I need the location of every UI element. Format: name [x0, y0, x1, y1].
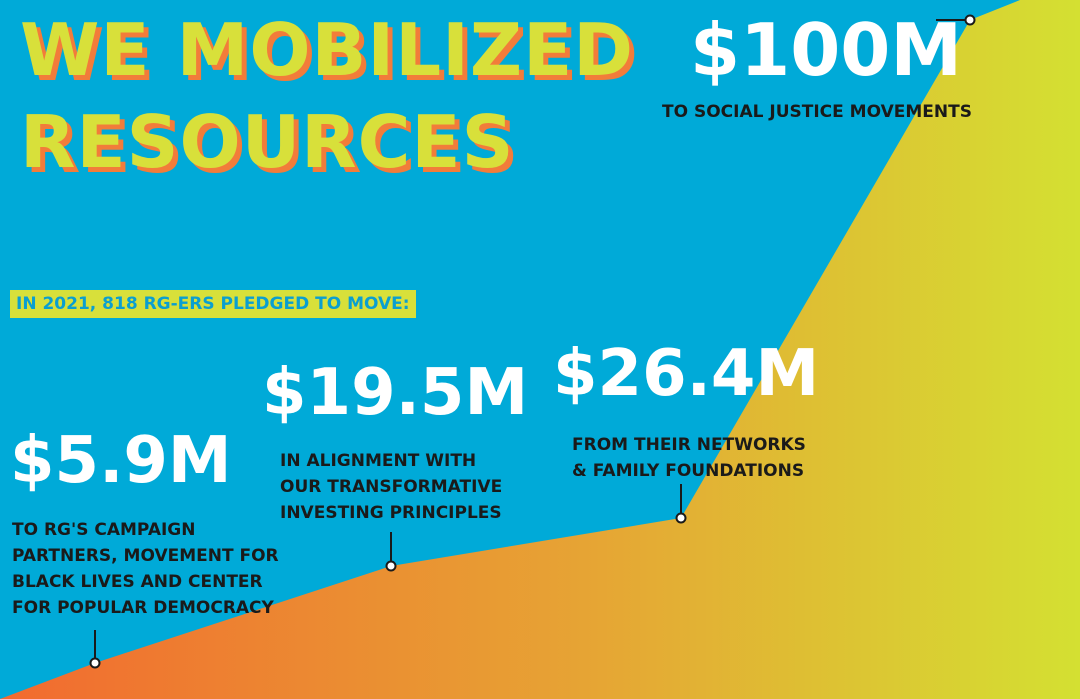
desc-19-5m-line-1: IN ALIGNMENT WITH — [280, 451, 477, 471]
desc-19-5m: IN ALIGNMENT WITH OUR TRANSFORMATIVE INV… — [280, 448, 502, 526]
desc-26-4m: FROM THEIR NETWORKS & FAMILY FOUNDATIONS — [572, 432, 806, 484]
amount-5-9m: $5.9M — [10, 424, 232, 498]
desc-5-9m-line-4: FOR POPULAR DEMOCRACY — [12, 598, 274, 618]
desc-26-4m-line-1: FROM THEIR NETWORKS — [572, 435, 806, 455]
desc-5-9m: TO RG'S CAMPAIGN PARTNERS, MOVEMENT FOR … — [12, 517, 279, 621]
desc-26-4m-line-2: & FAMILY FOUNDATIONS — [572, 461, 805, 481]
desc-19-5m-line-2: OUR TRANSFORMATIVE — [280, 477, 503, 497]
desc-19-5m-line-3: INVESTING PRINCIPLES — [280, 503, 502, 523]
title-line-1: WE MOBILIZED — [20, 8, 635, 92]
amount-26-4m: $26.4M — [553, 337, 820, 411]
desc-100m-line-1: TO SOCIAL JUSTICE MOVEMENTS — [662, 102, 972, 122]
marker-19m — [385, 560, 397, 572]
subtitle-band: IN 2021, 818 RG-ERS PLEDGED TO MOVE: — [10, 290, 416, 318]
title-line-2: RESOURCES — [20, 100, 515, 184]
page-title: WE MOBILIZED RESOURCES — [20, 4, 635, 188]
marker-5m — [89, 657, 101, 669]
amount-19-5m: $19.5M — [262, 356, 529, 430]
marker-26m — [675, 512, 687, 524]
desc-5-9m-line-1: TO RG'S CAMPAIGN — [12, 520, 196, 540]
marker-100m — [964, 14, 976, 26]
amount-100m: $100M — [690, 8, 963, 92]
desc-5-9m-line-2: PARTNERS, MOVEMENT FOR — [12, 546, 279, 566]
desc-100m: TO SOCIAL JUSTICE MOVEMENTS — [662, 100, 972, 124]
desc-5-9m-line-3: BLACK LIVES AND CENTER — [12, 572, 263, 592]
